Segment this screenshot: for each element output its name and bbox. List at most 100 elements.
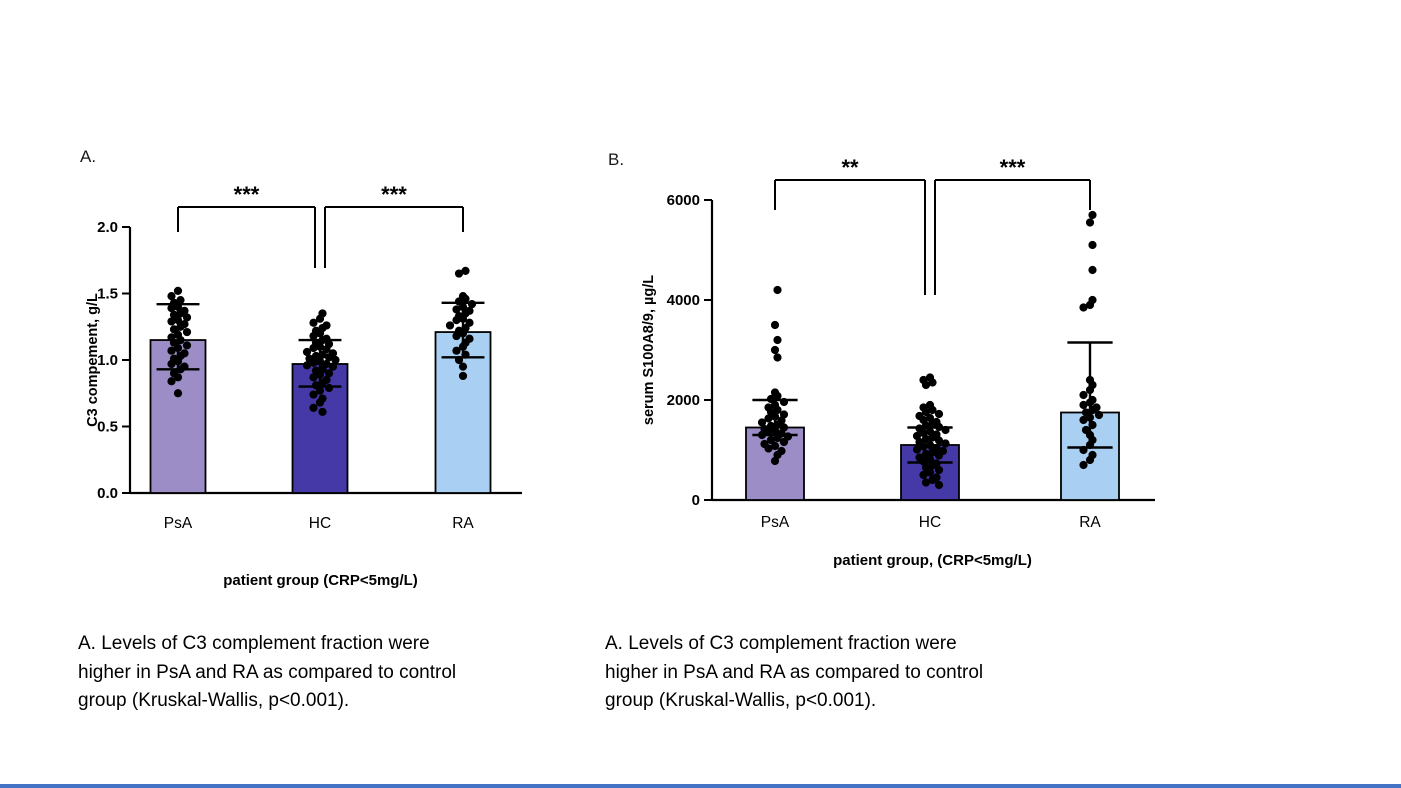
scatter-point bbox=[167, 292, 176, 301]
slide-edge-line bbox=[0, 784, 1401, 788]
scatter-point bbox=[1079, 390, 1088, 400]
scatter-point bbox=[461, 266, 470, 275]
y-tick-label: 1.5 bbox=[97, 286, 118, 303]
scatter-point bbox=[452, 316, 461, 325]
scatter-point bbox=[458, 371, 468, 381]
scatter-point bbox=[928, 419, 937, 429]
scatter-point bbox=[182, 313, 192, 322]
scatter-point bbox=[167, 377, 176, 386]
scatter-point bbox=[167, 317, 176, 326]
scatter-point bbox=[1085, 218, 1095, 227]
scatter-point bbox=[921, 407, 931, 417]
scatter-point bbox=[934, 451, 944, 460]
scatter-point bbox=[167, 359, 176, 369]
scatter-point bbox=[309, 318, 318, 327]
y-tick-label: 0 bbox=[692, 492, 700, 509]
scatter-point bbox=[779, 437, 789, 447]
scatter-point bbox=[454, 269, 464, 278]
y-tick-label: 1.0 bbox=[97, 352, 118, 369]
scatter-point bbox=[921, 478, 931, 487]
scatter-point bbox=[176, 296, 185, 305]
scatter-point bbox=[925, 468, 935, 477]
scatter-point bbox=[770, 456, 780, 466]
scatter-point bbox=[324, 369, 334, 378]
scatter-point bbox=[928, 475, 937, 485]
scatter-point bbox=[182, 327, 192, 337]
scatter-point bbox=[309, 343, 318, 353]
y-tick-label: 0.5 bbox=[97, 419, 118, 436]
scatter-point bbox=[173, 286, 183, 295]
scatter-point bbox=[1085, 455, 1095, 465]
scatter-point bbox=[919, 442, 928, 451]
scatter-point bbox=[309, 358, 318, 367]
panel-b-label: B. bbox=[608, 150, 625, 169]
scatter-point bbox=[461, 294, 470, 303]
panel-a-chart: 0.0 0.5 1.0 1.5 2.0 PsA HC RA *** *** patient grou… bbox=[85, 182, 522, 589]
scatter-point bbox=[302, 361, 312, 370]
scatter-point bbox=[773, 353, 782, 362]
y-tick-label: 0.0 bbox=[97, 485, 118, 502]
caption-right: A. Levels of C3 complement fraction were… bbox=[605, 633, 984, 711]
scatter-point bbox=[928, 378, 937, 387]
scatter-point bbox=[458, 362, 468, 371]
panel-a-label: A. bbox=[80, 147, 97, 166]
y-tick-label: 2000 bbox=[667, 392, 700, 409]
scatter-point bbox=[773, 335, 782, 345]
y-tick-label: 6000 bbox=[667, 192, 700, 209]
scatter-point bbox=[324, 383, 334, 393]
scatter-point bbox=[766, 435, 776, 445]
scatter-point bbox=[302, 347, 312, 357]
scatter-point bbox=[173, 389, 183, 398]
scatter-point bbox=[773, 391, 782, 401]
scatter-point bbox=[315, 386, 325, 395]
scatter-point bbox=[328, 362, 338, 371]
y-axis-title: C3 compement, g/L bbox=[85, 293, 101, 427]
x-axis-title: patient group, (CRP<5mg/L) bbox=[833, 552, 1032, 569]
scatter-point bbox=[941, 439, 950, 448]
scatter-point bbox=[173, 373, 183, 382]
scatter-point bbox=[1079, 460, 1088, 470]
scatter-point bbox=[1088, 210, 1097, 220]
scatter-point bbox=[167, 304, 176, 313]
sig-stars: *** bbox=[234, 182, 260, 207]
scatter-point bbox=[331, 355, 340, 365]
scatter-point bbox=[934, 480, 944, 490]
caption-left: A. Levels of C3 complement fraction were… bbox=[78, 633, 457, 711]
scatter-point bbox=[452, 305, 461, 314]
x-category-label: PsA bbox=[761, 514, 790, 531]
scatter-point bbox=[1079, 415, 1088, 425]
scatter-point bbox=[167, 346, 176, 355]
scatter-point bbox=[912, 445, 922, 454]
scatter-point bbox=[315, 314, 325, 323]
scatter-point bbox=[934, 465, 944, 475]
scatter-point bbox=[764, 444, 773, 453]
scatter-point bbox=[1088, 240, 1097, 250]
scatter-point bbox=[919, 470, 928, 480]
scatter-point bbox=[934, 436, 944, 445]
scatter-point bbox=[309, 403, 318, 412]
y-tick-label: 4000 bbox=[667, 292, 700, 309]
scatter-point bbox=[309, 373, 318, 382]
scatter-point bbox=[324, 353, 334, 362]
scatter-point bbox=[928, 405, 937, 415]
sig-stars: *** bbox=[381, 182, 407, 207]
sig-stars: ** bbox=[841, 155, 859, 180]
x-category-label: HC bbox=[309, 515, 331, 532]
scatter-point bbox=[770, 441, 780, 451]
scatter-point bbox=[921, 434, 931, 444]
scatter-point bbox=[1094, 410, 1104, 420]
scatter-point bbox=[315, 329, 325, 338]
x-category-label: PsA bbox=[164, 515, 193, 532]
scatter-point bbox=[773, 285, 782, 295]
x-category-label: HC bbox=[919, 514, 941, 531]
sig-stars: *** bbox=[1000, 155, 1026, 180]
scatter-point bbox=[182, 341, 192, 350]
scatter-point bbox=[452, 331, 461, 341]
scatter-point bbox=[921, 380, 931, 390]
scatter-point bbox=[452, 346, 461, 355]
scatter-point bbox=[764, 414, 773, 423]
scatter-point bbox=[309, 390, 318, 399]
scatter-point bbox=[770, 345, 780, 355]
scatter-point bbox=[309, 331, 318, 341]
